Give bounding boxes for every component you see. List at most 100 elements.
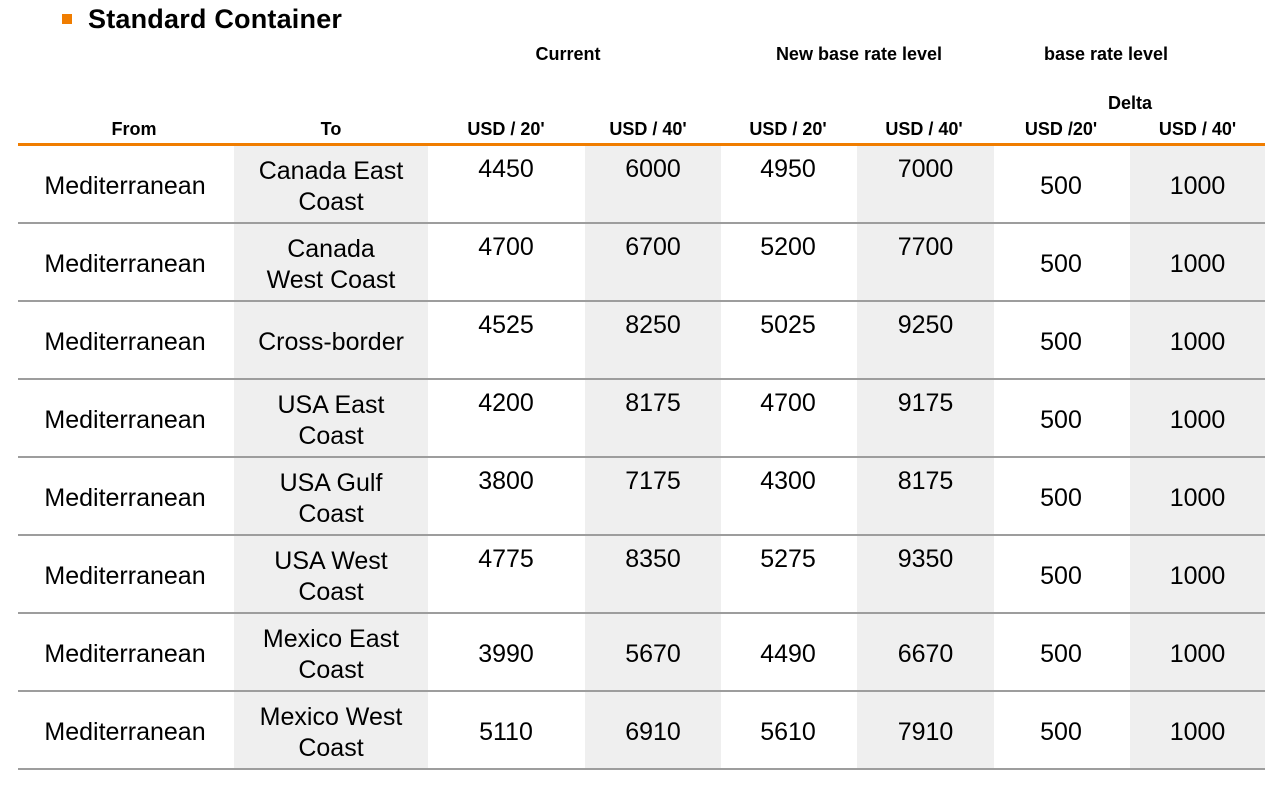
- cell-to-line: Coast: [298, 734, 364, 762]
- table-row: Mediterranean USA East Coast 4200 8175 4700 91…: [18, 380, 1265, 458]
- column-shade-delta-40: [1130, 146, 1265, 770]
- rate-table-body: Mediterranean Canada East Coast 4450 6000 495…: [18, 146, 1265, 770]
- cell-delta-20: 500: [1040, 328, 1082, 356]
- cell-new-20: 5200: [760, 233, 816, 261]
- cell-to: USA East Coast: [234, 390, 428, 452]
- cell-current-20: 5110: [479, 718, 533, 746]
- cell-new-40: 8175: [897, 467, 954, 495]
- cell-current-40: 7175: [625, 467, 681, 495]
- cell-current-40: 6910: [625, 718, 681, 746]
- table-row: Mediterranean Canada East Coast 4450 6000 495…: [18, 146, 1265, 224]
- cell-to-line: USA West: [274, 547, 388, 575]
- cell-delta-40: 1000: [1169, 406, 1226, 434]
- cell-delta-20: 500: [1040, 562, 1082, 590]
- cell-to-line: Mexico West: [259, 703, 403, 731]
- cell-current-40: 8350: [625, 545, 681, 573]
- cell-to: USA Gulf Coast: [234, 468, 428, 530]
- cell-to-line: Mexico East: [262, 625, 400, 653]
- cell-from: Mediterranean: [44, 640, 206, 668]
- cell-new-40: 9250: [897, 311, 954, 339]
- cell-delta-40: 1000: [1169, 562, 1226, 590]
- cell-current-20: 4775: [478, 545, 534, 573]
- column-shade-to: [234, 146, 428, 770]
- cell-to-line: Coast: [298, 500, 364, 528]
- cell-current-20: 4200: [478, 389, 534, 417]
- cell-current-40: 5670: [625, 640, 681, 668]
- cell-new-20: 4490: [760, 640, 816, 668]
- column-shade-current-40: [585, 146, 721, 770]
- column-header-new-40: USD / 40': [885, 119, 963, 139]
- group-header-new-base-rate: New base rate level: [775, 44, 943, 64]
- cell-delta-20: 500: [1040, 718, 1082, 746]
- header-divider: [18, 143, 1265, 146]
- cell-to: Canada West Coast: [234, 234, 428, 296]
- cell-to-line: Coast: [298, 656, 364, 684]
- cell-from: Mediterranean: [44, 562, 206, 590]
- cell-from: Mediterranean: [44, 172, 206, 200]
- cell-new-40: 6670: [897, 640, 954, 668]
- cell-delta-20: 500: [1040, 250, 1082, 278]
- column-header-new-20: USD / 20': [749, 119, 827, 139]
- cell-current-20: 4525: [478, 311, 534, 339]
- column-header-to: To: [320, 119, 342, 139]
- column-header-from: From: [111, 119, 157, 139]
- cell-delta-40: 1000: [1169, 172, 1226, 200]
- group-header-delta: Delta: [1107, 93, 1152, 113]
- cell-from: Mediterranean: [44, 328, 206, 356]
- title-block: Standard Container: [62, 2, 342, 36]
- cell-delta-40: 1000: [1169, 640, 1226, 668]
- cell-new-20: 4950: [760, 155, 816, 183]
- cell-delta-20: 500: [1040, 484, 1082, 512]
- cell-to: Mexico West Coast: [234, 702, 428, 764]
- cell-from: Mediterranean: [44, 250, 206, 278]
- bullet-square-icon: [62, 14, 72, 24]
- table-row: Mediterranean USA West Coast 4775 8350 5275 93…: [18, 536, 1265, 614]
- cell-to-line: Cross-border: [258, 328, 404, 356]
- cell-to-line: Coast: [298, 422, 364, 450]
- cell-to-line: Canada East: [258, 157, 404, 185]
- cell-current-20: 4700: [478, 233, 534, 261]
- cell-to-line: Coast: [298, 578, 364, 606]
- cell-delta-40: 1000: [1169, 250, 1226, 278]
- cell-delta-40: 1000: [1169, 718, 1226, 746]
- cell-to-line: West Coast: [266, 266, 396, 294]
- column-shade-new-40: [857, 146, 994, 770]
- cell-delta-20: 500: [1040, 172, 1082, 200]
- cell-from: Mediterranean: [44, 406, 206, 434]
- cell-to-line: USA East: [277, 391, 385, 419]
- cell-to-line: Canada: [287, 235, 375, 263]
- cell-current-40: 6700: [625, 233, 681, 261]
- cell-current-40: 8250: [625, 311, 681, 339]
- cell-to-line: USA Gulf: [279, 469, 383, 497]
- cell-to: USA West Coast: [234, 546, 428, 608]
- cell-current-20: 4450: [478, 155, 534, 183]
- cell-delta-40: 1000: [1169, 484, 1226, 512]
- table-row: Mediterranean Mexico East Coast 3990 5670 449…: [18, 614, 1265, 692]
- cell-new-20: 4700: [760, 389, 816, 417]
- page-title: Standard Container: [88, 3, 343, 34]
- cell-new-40: 7910: [897, 718, 954, 746]
- cell-new-20: 5025: [760, 311, 816, 339]
- group-header-base-rate: base rate level: [1043, 44, 1169, 64]
- table-row: Mediterranean Canada West Coast 4700 6700 520…: [18, 224, 1265, 302]
- cell-to: Mexico East Coast: [234, 624, 428, 686]
- cell-new-20: 4300: [760, 467, 816, 495]
- cell-current-40: 8175: [625, 389, 681, 417]
- cell-delta-40: 1000: [1169, 328, 1226, 356]
- column-header-delta-20: USD /20': [1024, 119, 1098, 139]
- cell-to: Canada East Coast: [234, 156, 428, 218]
- table-row: Mediterranean Mexico West Coast 5110 6910 561…: [18, 692, 1265, 770]
- cell-new-20: 5610: [760, 718, 816, 746]
- cell-new-40: 7000: [897, 155, 954, 183]
- cell-new-40: 7700: [897, 233, 954, 261]
- column-header-current-20: USD / 20': [467, 119, 545, 139]
- table-row: Mediterranean USA Gulf Coast 3800 7175 4300 81…: [18, 458, 1265, 536]
- cell-from: Mediterranean: [44, 718, 206, 746]
- cell-delta-20: 500: [1040, 406, 1082, 434]
- group-header-current: Current: [535, 44, 601, 64]
- cell-current-20: 3990: [478, 640, 534, 668]
- cell-current-40: 6000: [625, 155, 681, 183]
- cell-to-line: Coast: [298, 188, 364, 216]
- cell-delta-20: 500: [1040, 640, 1082, 668]
- cell-to: Cross-border: [234, 327, 428, 358]
